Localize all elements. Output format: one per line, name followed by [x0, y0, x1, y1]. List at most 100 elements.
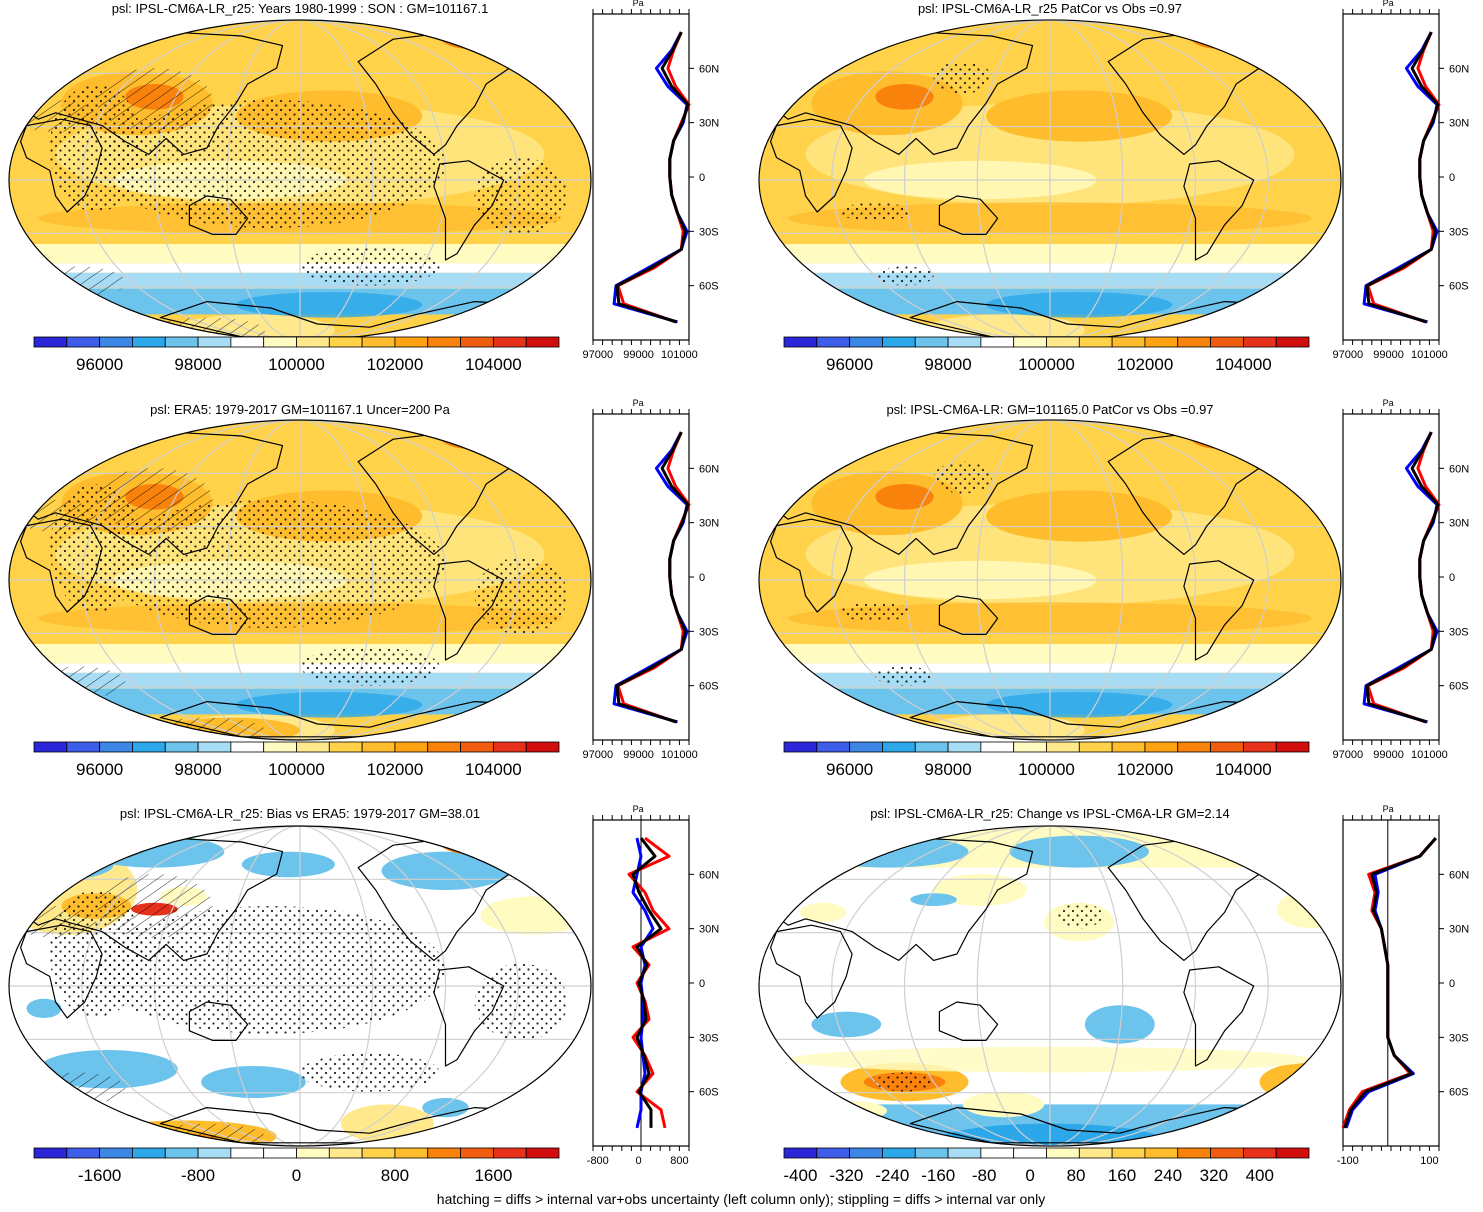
colorbar-swatch	[460, 336, 494, 348]
colorbar-label: 320	[1200, 1166, 1228, 1185]
colorbar-swatch	[914, 336, 949, 348]
colorbar-label: 100000	[268, 355, 325, 374]
zonal-x-label: 101000	[1411, 349, 1448, 361]
colorbar-label: -80	[972, 1166, 997, 1185]
colorbar-swatch	[816, 741, 851, 753]
colorbar-swatch	[296, 741, 330, 753]
colorbar-swatch	[1177, 336, 1211, 348]
zonal-mean-plot: Pa 60N 30N 0 30S 60S 97000 99000 101000	[1333, 0, 1470, 361]
colorbar-swatch	[33, 1147, 68, 1159]
zonal-lat-label: 30S	[1449, 1032, 1469, 1044]
colorbar-swatch	[66, 741, 101, 753]
colorbar-swatch	[1275, 336, 1310, 348]
colorbar-swatch	[230, 1147, 265, 1159]
panel-4: psl: IPSL-CM6A-LR: GM=101165.0 PatCor vs…	[758, 398, 1469, 779]
colorbar-swatch	[980, 1147, 1015, 1159]
colorbar-label: 100000	[1018, 760, 1075, 779]
zonal-lat-label: 60N	[699, 869, 719, 881]
zonal-lat-label: 30S	[699, 1032, 719, 1044]
zonal-lat-label: 30S	[699, 626, 719, 638]
colorbar-label: -320	[829, 1166, 863, 1185]
panel-title: psl: IPSL-CM6A-LR_r25: Bias vs ERA5: 197…	[120, 806, 480, 821]
zonal-x-label: 99000	[1373, 349, 1404, 361]
panel-3: psl: ERA5: 1979-2017 GM=101167.1 Uncer=2…	[8, 398, 719, 779]
coastline-5	[1212, 25, 1261, 50]
colorbar-swatch	[947, 741, 982, 753]
map	[759, 825, 1341, 1147]
coastline-4	[433, 966, 505, 1067]
zonal-lat-label: 30S	[1449, 626, 1469, 638]
colorbar-label: 98000	[174, 760, 221, 779]
colorbar-swatch	[99, 741, 133, 753]
colorbar-label: 160	[1108, 1166, 1136, 1185]
colorbar-label: 0	[1025, 1166, 1034, 1185]
coastline-1	[770, 118, 853, 213]
zonal-frame	[592, 13, 690, 341]
zonal-mean-line	[1343, 837, 1437, 1129]
colorbar-swatch	[164, 336, 199, 348]
colorbar-swatch	[132, 741, 166, 753]
colorbar-label: 102000	[367, 760, 424, 779]
map	[759, 19, 1341, 341]
colorbar-swatch	[460, 1147, 494, 1159]
colorbar: 96000 98000 100000 102000 104000	[33, 336, 560, 374]
colorbar-label: -400	[783, 1166, 817, 1185]
colorbar-swatch	[1210, 1147, 1244, 1159]
colorbar: -400 -320 -240 -160 -80 0 80 160 240 320 400	[783, 1147, 1310, 1185]
colorbar: 96000 98000 100000 102000 104000	[33, 741, 560, 779]
zonal-lat-label: 60S	[1449, 1087, 1469, 1099]
colorbar: -1600 -800 0 800 1600	[33, 1147, 560, 1185]
colorbar-swatch	[328, 336, 363, 348]
zonal-frame	[592, 413, 690, 741]
colorbar-swatch	[914, 741, 949, 753]
colorbar-swatch	[296, 336, 330, 348]
colorbar-swatch	[849, 741, 883, 753]
panel-2: psl: IPSL-CM6A-LR_r25 PatCor vs Obs =0.9…	[758, 0, 1470, 374]
colorbar-swatch	[525, 741, 560, 753]
colorbar-swatch	[882, 741, 916, 753]
coastline-1	[770, 924, 853, 1019]
panel-title: psl: IPSL-CM6A-LR_r25: Change vs IPSL-CM…	[870, 806, 1229, 821]
colorbar-swatch	[1144, 336, 1179, 348]
colorbar-label: 102000	[367, 355, 424, 374]
zonal-unit: Pa	[1383, 804, 1394, 814]
colorbar-swatch	[492, 336, 527, 348]
zonal-x-label: -100	[1337, 1155, 1359, 1167]
zonal-lat-label: 0	[699, 572, 705, 584]
coastline-2	[938, 1001, 999, 1041]
zonal-frame	[1342, 413, 1440, 741]
colorbar-label: 102000	[1117, 760, 1174, 779]
colorbar-swatch	[361, 336, 396, 348]
colorbar-swatch	[394, 1147, 429, 1159]
zonal-x-label: 97000	[583, 749, 614, 761]
zonal-x-label: 101000	[1411, 749, 1448, 761]
colorbar-swatch	[1111, 336, 1146, 348]
zonal-frame	[1342, 13, 1440, 341]
zonal-mean-plot: Pa 60N 30N 0 30S 60S -100 100	[1337, 804, 1469, 1167]
map-border	[8, 19, 592, 341]
zonal-mean-plot: Pa 60N 30N 0 30S 60S 97000 99000 101000	[583, 0, 720, 361]
coastline-5	[462, 425, 511, 450]
zonal-x-label: 101000	[661, 749, 698, 761]
colorbar: 96000 98000 100000 102000 104000	[783, 336, 1310, 374]
colorbar-swatch	[1242, 336, 1277, 348]
zonal-lat-label: 30S	[699, 226, 719, 238]
map-border	[8, 825, 592, 1147]
zonal-lat-label: 0	[699, 172, 705, 184]
zonal-mean-plot: Pa 60N 30N 0 30S 60S -800 0 800	[587, 804, 719, 1167]
zonal-x-label: -800	[587, 1155, 609, 1167]
colorbar-swatch	[914, 1147, 949, 1159]
zonal-lat-label: 60S	[1449, 681, 1469, 693]
colorbar-label: 102000	[1117, 355, 1174, 374]
colorbar-label: 80	[1067, 1166, 1086, 1185]
zonal-lat-label: 30N	[1449, 118, 1469, 130]
colorbar-label: 98000	[924, 355, 971, 374]
zonal-obs-line	[631, 837, 655, 1129]
colorbar-label: 1600	[474, 1166, 512, 1185]
colorbar-swatch	[849, 336, 883, 348]
zonal-mean-line	[615, 431, 690, 724]
zonal-lat-label: 30S	[1449, 226, 1469, 238]
colorbar-swatch	[816, 1147, 851, 1159]
map-border	[758, 825, 1342, 1147]
colorbar-swatch	[230, 741, 265, 753]
